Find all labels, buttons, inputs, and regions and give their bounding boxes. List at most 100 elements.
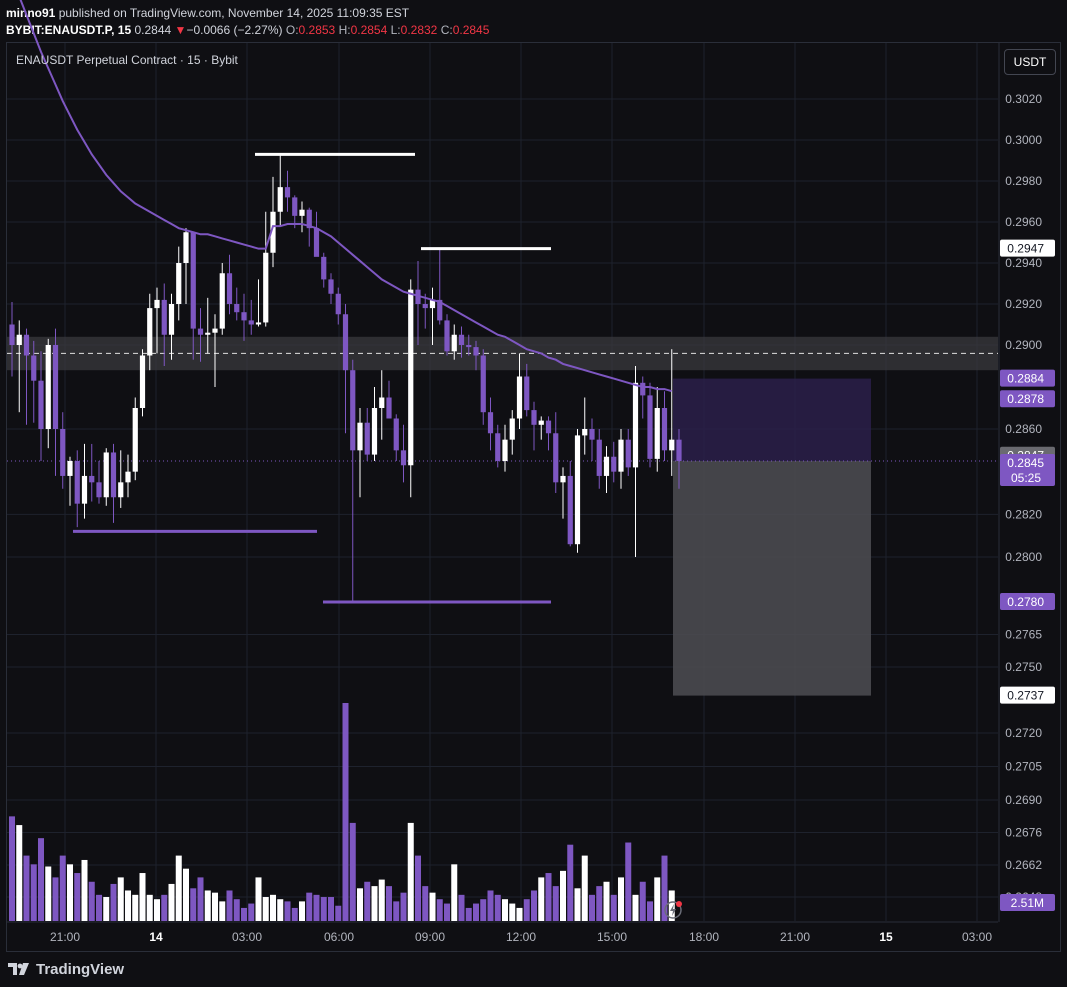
- volume-bars: [9, 703, 675, 921]
- candle-body: [306, 209, 312, 229]
- price-label: 0.2884: [1000, 369, 1055, 387]
- last-price: 0.2844: [134, 23, 172, 37]
- volume-bar: [67, 864, 73, 921]
- volume-bar: [610, 894, 617, 921]
- volume-bar: [458, 894, 465, 921]
- volume-bar: [299, 901, 305, 921]
- price-label-text: 0.2845: [1007, 456, 1044, 470]
- lightning-icon[interactable]: [663, 900, 683, 920]
- volume-bar: [400, 892, 407, 921]
- candle-body: [647, 395, 653, 459]
- volume-bar: [480, 899, 487, 921]
- price-label-box: [1000, 593, 1055, 610]
- price-label: 0.2780: [1000, 593, 1055, 610]
- volume-bar: [516, 907, 523, 921]
- volume-bar: [168, 883, 175, 921]
- volume-bar: [16, 825, 23, 921]
- change-value: −0.0066 (−2.27%): [186, 23, 283, 37]
- volume-bar: [639, 881, 646, 921]
- currency-button[interactable]: USDT: [1004, 49, 1056, 75]
- y-tick-label: 0.2800: [1005, 550, 1042, 564]
- close-value: 0.2845: [452, 23, 490, 37]
- volume-bar: [487, 890, 494, 921]
- volume-bar: [103, 897, 110, 921]
- candle-body: [371, 408, 378, 455]
- candle-body: [219, 273, 225, 329]
- volume-bar: [335, 905, 342, 921]
- candle-body: [596, 439, 602, 476]
- price-label-text: 0.2947: [1007, 242, 1044, 256]
- volume-bar: [393, 901, 400, 921]
- candle-body: [589, 429, 595, 440]
- x-tick-label: 21:00: [50, 930, 80, 944]
- y-tick-label: 0.2720: [1005, 726, 1042, 740]
- candle-body: [640, 382, 646, 396]
- brand-name: TradingView: [36, 960, 125, 978]
- close-label: C:: [440, 23, 453, 37]
- publish-info: minno91 published on TradingView.com, No…: [6, 6, 409, 20]
- y-tick-label: 0.2920: [1005, 297, 1042, 311]
- candle-body: [313, 228, 320, 257]
- candle-body: [270, 211, 276, 253]
- volume-bar: [567, 844, 574, 921]
- x-tick-label: 09:00: [415, 930, 445, 944]
- volume-bar: [219, 901, 226, 921]
- volume-bar: [241, 907, 247, 921]
- volume-bar: [545, 873, 552, 921]
- volume-bar: [248, 903, 255, 921]
- candle-body: [226, 273, 233, 304]
- volume-bar: [465, 907, 472, 921]
- ema-line: [19, 0, 673, 393]
- candle-body: [234, 304, 240, 313]
- tradingview-footer[interactable]: TradingView: [8, 958, 124, 980]
- volume-bar: [9, 816, 15, 921]
- price-label-box: [1000, 369, 1055, 387]
- candle-body: [379, 397, 385, 408]
- y-tick-label: 0.3020: [1005, 92, 1042, 106]
- publisher-name[interactable]: minno91: [6, 6, 56, 20]
- volume-bar: [74, 873, 81, 921]
- volume-bar: [52, 877, 59, 921]
- volume-bar: [183, 868, 189, 921]
- candle-body: [81, 475, 88, 504]
- candle-body: [567, 475, 573, 545]
- volume-bar: [110, 883, 117, 921]
- candle-body: [132, 408, 138, 472]
- price-label: 0.2737: [1000, 686, 1055, 704]
- candle-body: [45, 345, 51, 429]
- volume-bar: [357, 888, 363, 921]
- y-tick-label: 0.2980: [1005, 174, 1042, 188]
- x-tick-label: 15: [879, 930, 893, 944]
- volume-bar: [574, 888, 581, 921]
- candle-body: [495, 433, 501, 461]
- candle-body: [661, 408, 668, 451]
- change-arrow-icon: ▼: [174, 23, 187, 37]
- candle-body: [466, 345, 472, 348]
- candle-body: [625, 439, 631, 468]
- candle-body: [553, 433, 559, 483]
- candle-body: [669, 439, 675, 451]
- candle-body: [429, 299, 436, 309]
- volume-bar: [38, 838, 44, 921]
- candle-body: [212, 328, 218, 333]
- volume-bar: [125, 890, 131, 921]
- price-label-box: [1000, 239, 1055, 257]
- candle-body: [176, 263, 182, 304]
- candle-body: [350, 370, 356, 451]
- chart-frame[interactable]: [6, 42, 1061, 952]
- candle-body: [393, 418, 399, 451]
- symbol-label: BYBIT:ENAUSDT.P, 15: [6, 23, 132, 37]
- candle-body: [89, 475, 95, 483]
- y-tick-label: 0.2662: [1005, 858, 1042, 872]
- volume-bar: [154, 899, 160, 921]
- candle-body: [38, 380, 44, 429]
- candle-body: [183, 232, 189, 263]
- volume-bar: [23, 855, 30, 921]
- volume-bar: [531, 890, 537, 921]
- x-tick-label: 03:00: [232, 930, 262, 944]
- candle-body: [328, 279, 334, 294]
- candle-body: [9, 324, 15, 345]
- volume-bar: [291, 907, 298, 921]
- candle-body: [292, 197, 298, 216]
